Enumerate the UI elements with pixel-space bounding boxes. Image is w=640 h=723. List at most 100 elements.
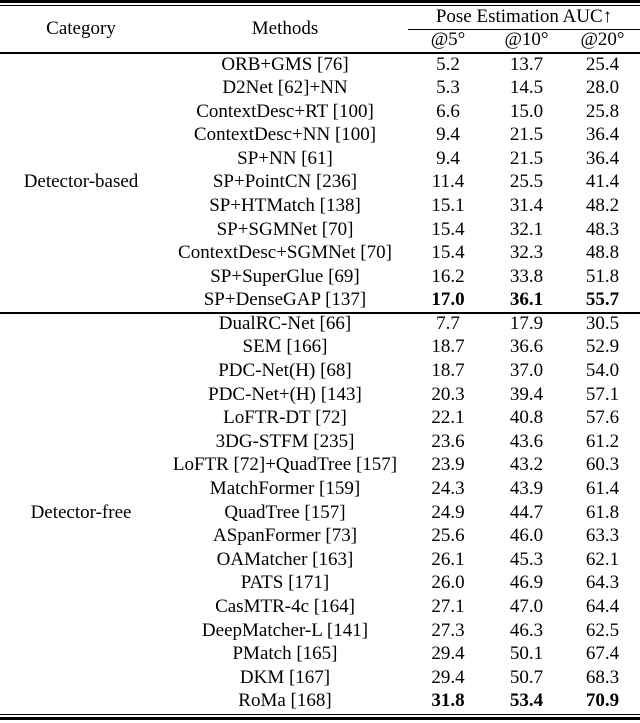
method-cell: SP+SuperGlue [69]	[210, 265, 360, 287]
table-row: SP+NN [61] 9.4 21.5 36.4	[0, 147, 640, 171]
method-cell: PDC-Net(H) [68]	[218, 360, 352, 382]
method-cell: D2Net [62]+NN	[222, 76, 348, 98]
method-cell: RoMa [168]	[238, 690, 332, 712]
value-cell: 48.8	[585, 242, 620, 264]
value-cell: 26.1	[431, 548, 465, 570]
value-cell: 47.0	[509, 596, 544, 617]
value-cell: 43.9	[509, 478, 544, 500]
table-row: PATS [171] 26.0 46.9 64.3	[0, 572, 640, 596]
bottom-rule-thick	[0, 716, 640, 720]
value-cell: 18.7	[431, 360, 465, 382]
value-cell: 61.2	[585, 430, 620, 452]
value-cell: 30.5	[585, 313, 620, 335]
bottom-rule-thin	[0, 713, 640, 715]
method-cell: SP+PointCN [236]	[212, 171, 358, 193]
table-row: DeepMatcher-L [141] 27.3 46.3 62.5	[0, 619, 640, 643]
table-row: 3DG-STFM [235] 23.6 43.6 61.2	[0, 431, 640, 455]
method-cell: ContextDesc+RT [100]	[196, 100, 374, 122]
value-cell: 52.9	[585, 336, 620, 358]
value-cell: 45.3	[509, 548, 544, 570]
method-cell: PDC-Net+(H) [143]	[208, 383, 362, 405]
value-cell: 27.1	[431, 596, 465, 617]
value-cell: 18.7	[431, 336, 465, 358]
value-cell: 64.4	[585, 596, 620, 617]
value-cell: 62.1	[585, 548, 620, 570]
value-cell: 32.3	[509, 242, 544, 264]
table-row: LoFTR-DT [72] 22.1 40.8 57.6	[0, 407, 640, 431]
table-row: SP+DenseGAP [137] 17.0 36.1 55.7	[0, 288, 640, 314]
method-cell: SP+HTMatch [138]	[209, 194, 361, 216]
table-row: ContextDesc+RT [100] 6.6 15.0 25.8	[0, 100, 640, 124]
value-cell: 23.9	[431, 454, 465, 476]
value-cell: 48.3	[585, 218, 620, 240]
value-cell: 14.5	[509, 76, 544, 98]
value-cell: 17.9	[509, 313, 544, 335]
table-row: Detector-free DualRC-Net [66] 7.7 17.9 30.5	[0, 313, 640, 523]
value-cell: 9.4	[436, 124, 460, 146]
value-cell: 23.6	[431, 430, 465, 452]
section-detector-based: Detector-based ORB+GMS [76] 5.2 13.7 25.4 D2N…	[0, 53, 640, 314]
table-row: MatchFormer [159] 24.3 43.9 61.4	[0, 478, 640, 502]
value-cell: 46.0	[509, 525, 544, 547]
value-cell: 31.4	[509, 194, 544, 216]
column-header-auc-10deg: @10°	[488, 29, 565, 54]
method-cell: DKM [167]	[239, 666, 331, 688]
value-cell: 33.8	[509, 265, 544, 287]
table-row: ASpanFormer [73] 25.6 46.0 63.3	[0, 525, 640, 549]
pose-estimation-results-table: Category Methods Pose Estimation AUC↑ @5…	[0, 6, 640, 714]
method-cell: DeepMatcher-L [141]	[201, 619, 369, 641]
value-cell: 48.2	[585, 194, 620, 216]
value-cell: 36.1	[488, 288, 565, 314]
table-row: SP+HTMatch [138] 15.1 31.4 48.2	[0, 195, 640, 219]
value-cell: 70.9	[585, 690, 620, 712]
table-row: OAMatcher [163] 26.1 45.3 62.1	[0, 548, 640, 572]
value-cell: 64.3	[585, 572, 620, 594]
value-cell: 37.0	[509, 360, 544, 382]
value-cell: 21.5	[509, 147, 544, 169]
value-cell: 11.4	[431, 171, 465, 193]
value-cell: 15.4	[431, 242, 465, 264]
value-cell: 43.6	[509, 430, 544, 452]
table-row: SEM [166] 18.7 36.6 52.9	[0, 336, 640, 360]
table-row: Detector-based ORB+GMS [76] 5.2 13.7 25.4	[0, 53, 640, 314]
value-cell: 26.0	[431, 572, 465, 594]
value-cell: 55.7	[565, 288, 640, 314]
value-cell: 21.5	[509, 124, 544, 146]
section-detector-free: Detector-free DualRC-Net [66] 7.7 17.9 30.5 S…	[0, 313, 640, 714]
table-row: LoFTR [72]+QuadTree [157] 23.9 43.2 60.3	[0, 454, 640, 478]
method-cell: LoFTR [72]+QuadTree [157]	[172, 454, 398, 476]
value-cell: 36.4	[585, 147, 620, 169]
column-header-category: Category	[0, 6, 162, 54]
value-cell: 63.3	[585, 525, 620, 547]
table-header: Category Methods Pose Estimation AUC↑ @5…	[0, 6, 640, 54]
value-cell: 36.4	[585, 124, 620, 146]
table-row: ContextDesc+NN [100] 9.4 21.5 36.4	[0, 124, 640, 148]
value-cell: 9.4	[436, 147, 460, 169]
table-row: RoMa [168] 31.8 53.4 70.9	[0, 690, 640, 714]
value-cell: 61.4	[585, 478, 620, 500]
value-cell: 25.8	[585, 100, 620, 122]
table-row: QuadTree [157] 24.9 44.7 61.8	[0, 501, 640, 525]
table-row: PDC-Net(H) [68] 18.7 37.0 54.0	[0, 360, 640, 384]
table-row: SP+SuperGlue [69] 16.2 33.8 51.8	[0, 265, 640, 289]
column-header-auc-20deg: @20°	[565, 29, 640, 54]
category-cell: Detector-based	[0, 53, 162, 314]
table-row: D2Net [62]+NN 5.3 14.5 28.0	[0, 77, 640, 101]
value-cell: 25.4	[585, 53, 620, 75]
value-cell: 24.9	[431, 501, 465, 523]
value-cell: 22.1	[431, 407, 465, 429]
value-cell: 7.7	[436, 313, 460, 335]
value-cell: 67.4	[585, 643, 620, 665]
header-row-thresholds: @5° @10° @20°	[0, 29, 640, 54]
column-header-pose-estimation-auc: Pose Estimation AUC↑	[408, 6, 640, 30]
method-cell: ContextDesc+NN [100]	[193, 124, 377, 146]
value-cell: 28.0	[585, 76, 620, 98]
value-cell: 16.2	[431, 265, 465, 287]
value-cell: 54.0	[585, 360, 620, 382]
value-cell: 5.3	[436, 76, 460, 98]
table-row: SP+PointCN [236] 11.4 25.5 41.4	[0, 171, 640, 195]
top-rule-thick	[0, 0, 640, 3]
value-cell: 25.5	[509, 171, 544, 193]
value-cell: 51.8	[585, 265, 620, 287]
